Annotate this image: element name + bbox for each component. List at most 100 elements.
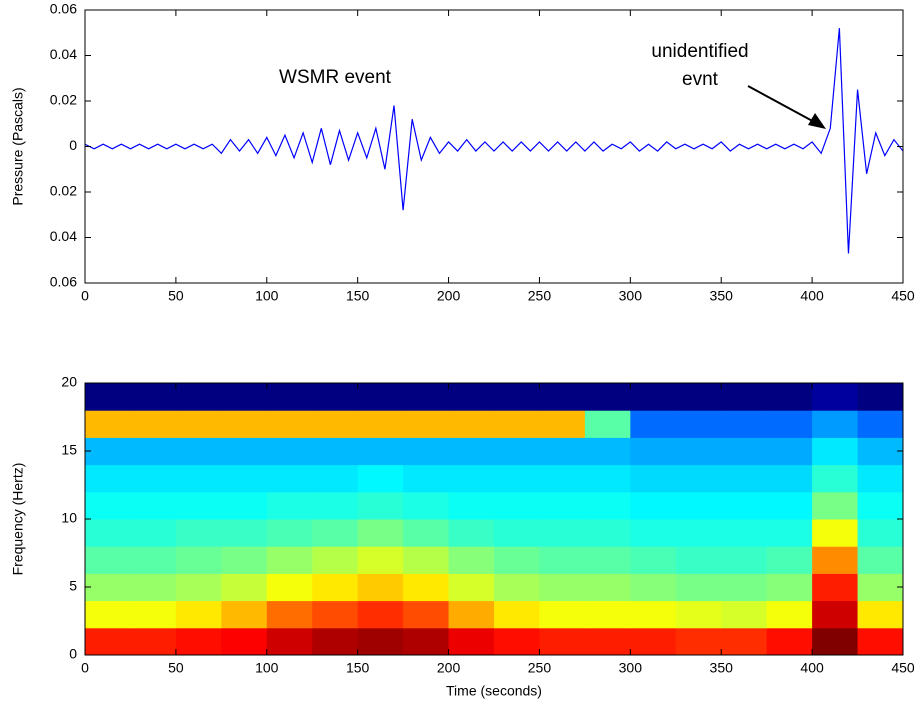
heat-cell bbox=[403, 491, 450, 520]
heat-cell bbox=[539, 410, 586, 438]
heat-cell bbox=[221, 519, 268, 547]
y-tick-label: 20 bbox=[61, 374, 77, 390]
y-tick-label: 10 bbox=[61, 510, 77, 526]
heat-cell bbox=[584, 546, 631, 574]
heat-cell bbox=[494, 600, 540, 629]
heat-cell bbox=[721, 464, 768, 493]
annotation-arrow bbox=[747, 85, 819, 125]
heat-cell bbox=[812, 546, 859, 574]
x-tick-label: 450 bbox=[891, 660, 915, 676]
heat-cell bbox=[130, 464, 177, 493]
annotation: evnt bbox=[682, 69, 719, 90]
heat-cell bbox=[85, 546, 131, 574]
heat-cell bbox=[630, 546, 677, 574]
heat-cell bbox=[539, 491, 586, 520]
heat-cell bbox=[857, 383, 904, 411]
x-axis-label: Time (seconds) bbox=[446, 683, 542, 699]
heat-cell bbox=[766, 600, 813, 629]
heat-cell bbox=[812, 410, 859, 438]
heat-cell bbox=[85, 491, 131, 520]
y-tick-label: 5 bbox=[69, 578, 77, 594]
x-tick-label: 350 bbox=[710, 660, 734, 676]
heat-cell bbox=[539, 573, 586, 602]
heat-cell bbox=[721, 410, 768, 438]
heat-cell bbox=[448, 627, 495, 656]
heat-cell bbox=[312, 383, 359, 411]
heat-cell bbox=[312, 573, 359, 602]
heat-cell bbox=[130, 491, 177, 520]
heat-cell bbox=[312, 437, 359, 466]
x-tick-label: 150 bbox=[346, 660, 370, 676]
heat-cell bbox=[812, 383, 859, 411]
heat-cell bbox=[584, 383, 631, 411]
heat-cell bbox=[175, 491, 222, 520]
heat-cell bbox=[494, 519, 540, 547]
heat-cell bbox=[357, 546, 404, 574]
heat-cell bbox=[85, 383, 131, 411]
heat-cell bbox=[357, 464, 404, 493]
heat-cell bbox=[494, 573, 540, 602]
heat-cell bbox=[766, 573, 813, 602]
heat-cell bbox=[175, 410, 222, 438]
heat-cell bbox=[675, 437, 722, 466]
heat-cell bbox=[448, 491, 495, 520]
heat-cell bbox=[175, 546, 222, 574]
heat-cell bbox=[630, 573, 677, 602]
heat-cell bbox=[766, 627, 813, 656]
heat-cell bbox=[766, 519, 813, 547]
heat-cell bbox=[721, 546, 768, 574]
annotation: WSMR event bbox=[279, 67, 392, 88]
heat-cell bbox=[85, 464, 131, 493]
heat-cell bbox=[266, 519, 313, 547]
heat-cell bbox=[584, 437, 631, 466]
x-tick-label: 150 bbox=[346, 288, 370, 304]
heat-cell bbox=[266, 437, 313, 466]
heat-cell bbox=[221, 546, 268, 574]
heat-cell bbox=[675, 546, 722, 574]
heat-cell bbox=[85, 600, 131, 629]
heat-cell bbox=[675, 573, 722, 602]
x-tick-label: 450 bbox=[891, 288, 915, 304]
heat-cell bbox=[403, 600, 450, 629]
x-tick-label: 250 bbox=[528, 288, 552, 304]
x-tick-label: 50 bbox=[168, 660, 184, 676]
heat-cell bbox=[312, 491, 359, 520]
panel: 0 50 100 150 200 250 300 350 400 450 0.06 0.04 0.02 0… bbox=[10, 1, 915, 304]
heat-cell bbox=[812, 491, 859, 520]
x-tick-label: 0 bbox=[81, 288, 89, 304]
heat-cell bbox=[675, 464, 722, 493]
heat-cell bbox=[539, 546, 586, 574]
heat-cell bbox=[494, 410, 540, 438]
heat-cell bbox=[221, 464, 268, 493]
y-tick-label: 0.04 bbox=[50, 46, 77, 62]
heat-cell bbox=[85, 627, 131, 656]
heat-cell bbox=[675, 519, 722, 547]
y-tick-label: 15 bbox=[61, 442, 77, 458]
heat-cell bbox=[766, 464, 813, 493]
heat-cell bbox=[539, 600, 586, 629]
heat-cell bbox=[448, 437, 495, 466]
heat-cell bbox=[312, 600, 359, 629]
heat-cell bbox=[130, 546, 177, 574]
heat-cell bbox=[812, 627, 859, 656]
heat-cell bbox=[221, 627, 268, 656]
heat-cell bbox=[266, 464, 313, 493]
heat-cell bbox=[721, 383, 768, 411]
heat-cell bbox=[494, 627, 540, 656]
heat-cell bbox=[312, 410, 359, 438]
heat-cell bbox=[857, 573, 904, 602]
heat-cell bbox=[630, 627, 677, 656]
heat-cell bbox=[857, 491, 904, 520]
heat-cell bbox=[266, 546, 313, 574]
heat-cell bbox=[675, 491, 722, 520]
heat-cell bbox=[221, 573, 268, 602]
x-tick-label: 100 bbox=[255, 660, 279, 676]
heat-cell bbox=[221, 383, 268, 411]
x-tick-label: 200 bbox=[437, 288, 461, 304]
heat-cell bbox=[312, 546, 359, 574]
heat-cell bbox=[175, 627, 222, 656]
heat-cell bbox=[357, 519, 404, 547]
heat-cell bbox=[857, 546, 904, 574]
x-tick-label: 300 bbox=[619, 288, 643, 304]
heat-cell bbox=[812, 600, 859, 629]
